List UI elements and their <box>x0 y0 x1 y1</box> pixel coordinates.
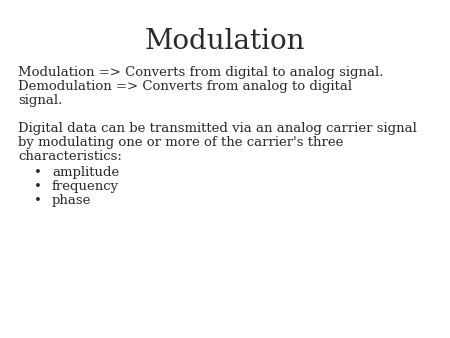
Text: •: • <box>34 180 42 193</box>
Text: Demodulation => Converts from analog to digital: Demodulation => Converts from analog to … <box>18 80 352 93</box>
Text: by modulating one or more of the carrier's three: by modulating one or more of the carrier… <box>18 136 343 149</box>
Text: Digital data can be transmitted via an analog carrier signal: Digital data can be transmitted via an a… <box>18 122 417 135</box>
Text: characteristics:: characteristics: <box>18 150 122 163</box>
Text: Modulation: Modulation <box>145 28 305 55</box>
Text: Modulation => Converts from digital to analog signal.: Modulation => Converts from digital to a… <box>18 66 383 79</box>
Text: frequency: frequency <box>52 180 119 193</box>
Text: •: • <box>34 166 42 179</box>
Text: •: • <box>34 194 42 207</box>
Text: signal.: signal. <box>18 94 63 107</box>
Text: amplitude: amplitude <box>52 166 119 179</box>
Text: phase: phase <box>52 194 91 207</box>
